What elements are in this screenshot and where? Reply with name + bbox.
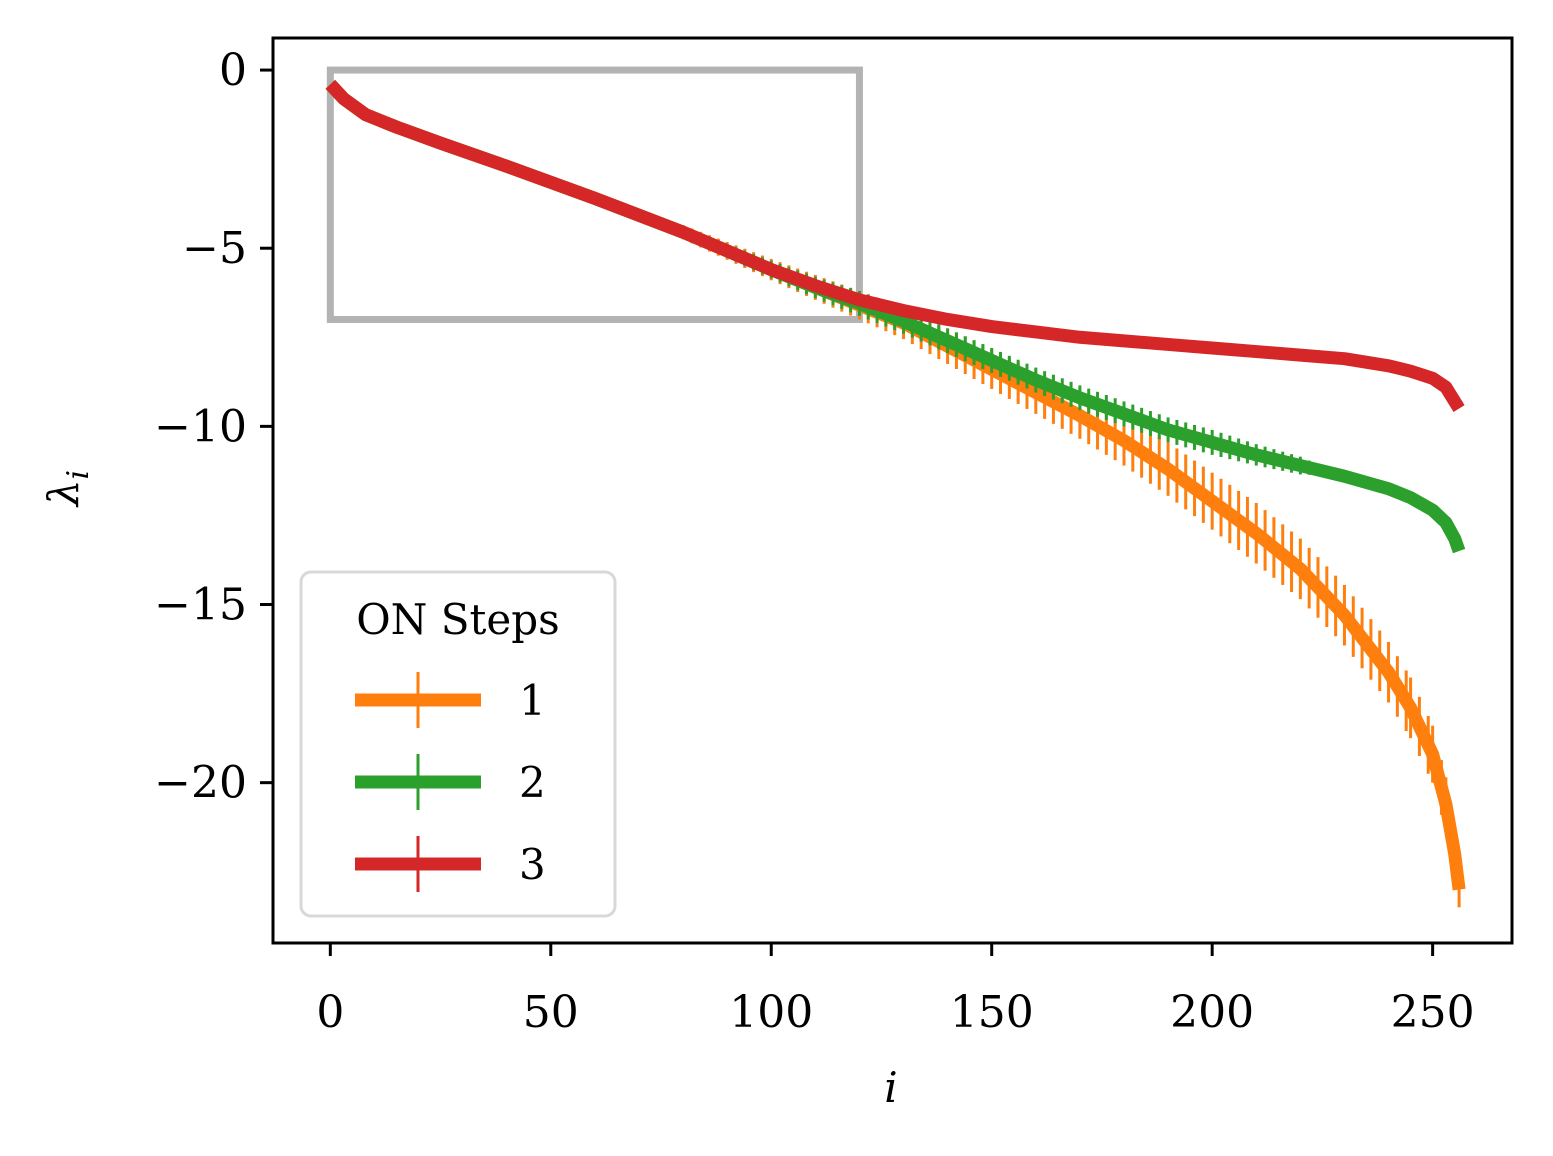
x-tick-label: 250 xyxy=(1391,987,1475,1038)
legend-entry-3: 3 xyxy=(355,836,546,892)
y-tick-label: −15 xyxy=(154,580,247,631)
y-label-main: λ xyxy=(39,479,88,508)
y-tick-label: −10 xyxy=(154,401,247,452)
y-axis-label: λi xyxy=(39,470,96,508)
y-tick-label: 0 xyxy=(219,45,247,96)
legend-entry-1: 1 xyxy=(355,672,546,728)
x-axis-label: i xyxy=(884,1063,897,1112)
y-label-subscript: i xyxy=(61,470,96,480)
legend-frame xyxy=(299,570,617,918)
axes: 0 50 100 150 200 250 0 −5 −10 −15 −20 xyxy=(154,36,1514,1038)
legend: ON Steps 1 2 3 xyxy=(299,570,617,918)
y-tick-label: −20 xyxy=(154,758,247,809)
y-tick-label: −5 xyxy=(182,223,247,274)
x-tick-label: 50 xyxy=(523,987,579,1038)
data-group xyxy=(325,66,1466,908)
x-tick-label: 200 xyxy=(1170,987,1254,1038)
legend-title: ON Steps xyxy=(356,595,559,644)
highlight-rect xyxy=(326,66,863,323)
legend-label: 3 xyxy=(519,840,546,889)
x-tick-label: 150 xyxy=(950,987,1034,1038)
legend-label: 2 xyxy=(519,758,546,807)
legend-label: 1 xyxy=(519,676,546,725)
plot-area xyxy=(325,66,1466,908)
series-line xyxy=(325,79,1465,412)
axes-frame xyxy=(271,36,1514,945)
legend-entry-2: 2 xyxy=(355,754,546,810)
x-tick-label: 0 xyxy=(316,987,344,1038)
series-3 xyxy=(325,79,1465,412)
x-tick-label: 100 xyxy=(729,987,813,1038)
